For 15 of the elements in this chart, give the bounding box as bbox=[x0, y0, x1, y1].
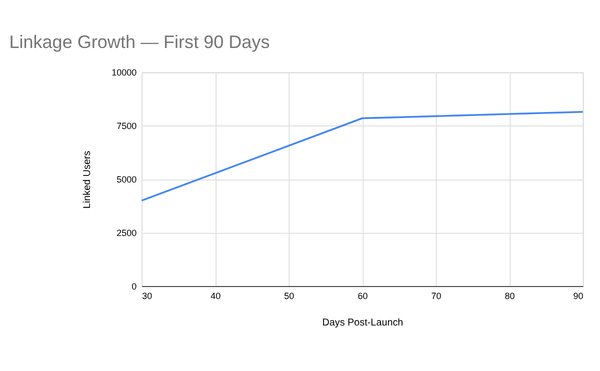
y-tick-label: 10000 bbox=[112, 67, 137, 78]
y-axis-title: Linked Users bbox=[82, 150, 93, 209]
y-tick-label: 7500 bbox=[116, 120, 137, 131]
x-tick-label: 70 bbox=[431, 291, 442, 302]
x-tick-label: 50 bbox=[284, 291, 294, 302]
y-tick-label: 5000 bbox=[116, 174, 137, 184]
chart-title: Linkage Growth — First 90 Days bbox=[9, 32, 270, 52]
x-tick-label: 30 bbox=[142, 291, 152, 302]
x-tick-label: 60 bbox=[358, 291, 368, 302]
y-tick-label: 2500 bbox=[116, 228, 137, 238]
x-tick-label: 80 bbox=[504, 291, 515, 302]
x-tick-label: 40 bbox=[210, 291, 221, 302]
x-axis-title: Days Post-Launch bbox=[322, 317, 404, 328]
y-tick-label: 0 bbox=[132, 281, 137, 292]
x-tick-label: 90 bbox=[573, 291, 584, 302]
